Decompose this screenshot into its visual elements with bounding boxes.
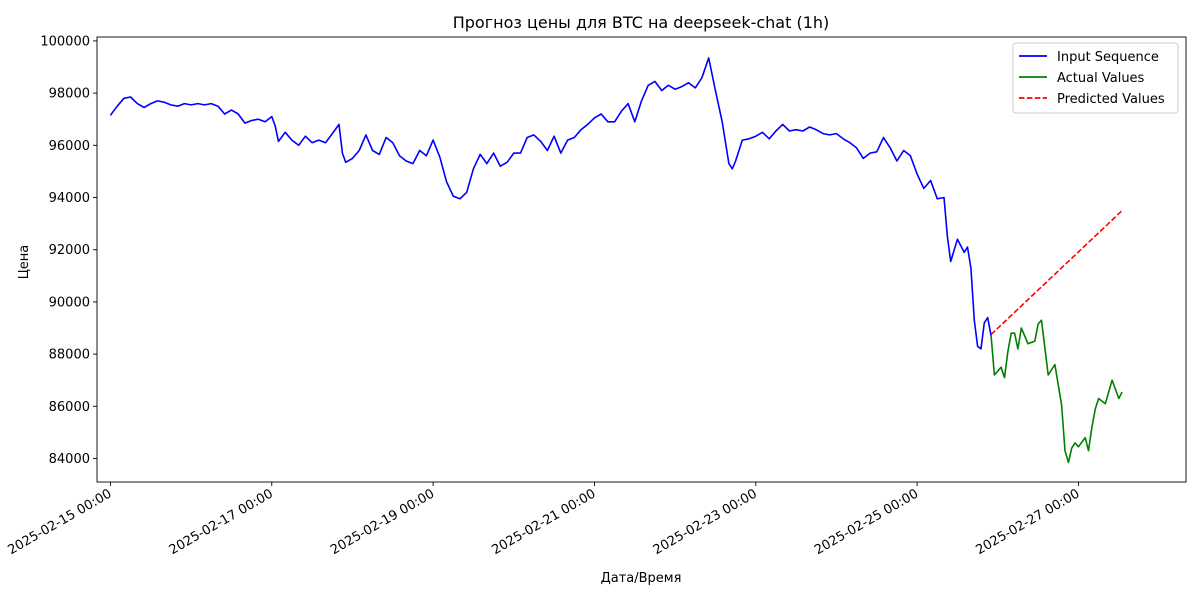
y-tick-label: 90000	[49, 295, 90, 310]
plot-frame	[96, 36, 1187, 483]
y-tick-label: 96000	[49, 139, 90, 154]
chart-title: Прогноз цены для BTC на deepseek-chat (1…	[453, 13, 830, 32]
series-line-2	[990, 319, 1123, 464]
legend-label: Input Sequence	[1057, 50, 1159, 65]
x-axis-label: Дата/Время	[601, 571, 682, 586]
y-tick-label: 88000	[49, 348, 90, 363]
plot-area	[109, 57, 1123, 464]
legend-label: Actual Values	[1057, 71, 1145, 86]
y-tick-label: 86000	[49, 400, 90, 415]
series-line-1	[109, 57, 992, 350]
legend: Input Sequence Actual Values Predicted Val…	[1012, 42, 1179, 114]
y-tick-label: 92000	[49, 243, 90, 258]
legend-box	[1012, 42, 1179, 114]
y-tick-label: 84000	[49, 452, 90, 467]
y-axis-label: Цена	[17, 245, 32, 280]
series-line-3	[990, 210, 1123, 336]
y-tick-label: 94000	[49, 191, 90, 206]
legend-label: Predicted Values	[1057, 92, 1165, 107]
y-tick-label: 98000	[49, 87, 90, 102]
y-tick-label: 100000	[40, 34, 90, 49]
